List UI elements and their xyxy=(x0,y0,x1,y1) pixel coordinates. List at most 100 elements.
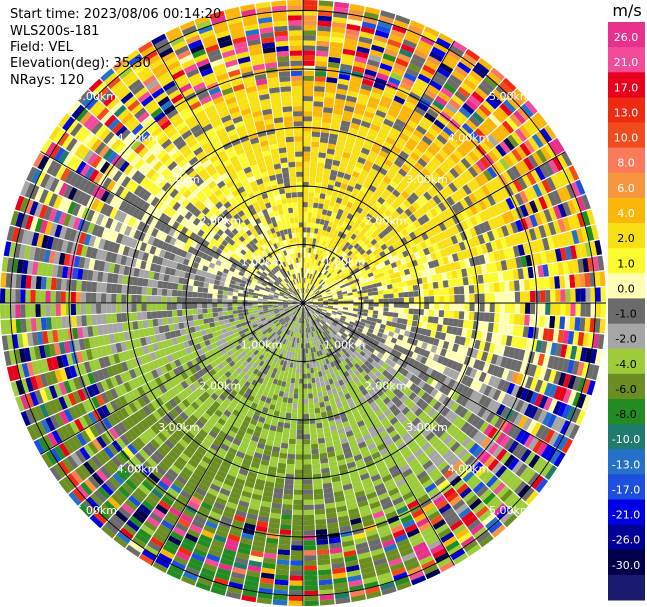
velocity-cell xyxy=(332,21,347,29)
velocity-cell xyxy=(503,137,515,151)
velocity-cell xyxy=(445,102,458,114)
velocity-cell xyxy=(303,494,314,500)
velocity-cell xyxy=(451,134,463,146)
velocity-cell xyxy=(390,29,405,39)
velocity-cell xyxy=(366,155,376,164)
velocity-cell xyxy=(421,214,430,223)
velocity-cell xyxy=(407,182,417,192)
velocity-cell xyxy=(312,305,318,307)
velocity-cell xyxy=(391,67,405,77)
velocity-cell xyxy=(566,183,576,199)
velocity-cell xyxy=(452,114,465,126)
velocity-cell xyxy=(357,232,364,239)
velocity-cell xyxy=(517,176,528,190)
velocity-cell xyxy=(310,274,314,280)
velocity-cell xyxy=(313,483,323,490)
velocity-cell xyxy=(441,325,448,333)
velocity-cell xyxy=(323,304,329,306)
velocity-cell xyxy=(352,275,359,281)
velocity-cell xyxy=(567,331,575,345)
velocity-cell xyxy=(315,218,321,224)
velocity-cell xyxy=(305,283,308,289)
velocity-cell xyxy=(438,149,449,160)
velocity-cell xyxy=(318,303,324,305)
velocity-cell xyxy=(478,284,485,293)
velocity-cell xyxy=(514,128,527,142)
velocity-cell xyxy=(353,278,360,283)
velocity-cell xyxy=(325,289,331,293)
velocity-cell xyxy=(436,66,451,78)
velocity-cell xyxy=(360,282,367,288)
velocity-cell xyxy=(331,118,342,125)
velocity-cell xyxy=(310,227,315,234)
velocity-cell xyxy=(304,293,307,299)
velocity-cell xyxy=(299,378,303,384)
velocity-cell xyxy=(434,303,440,310)
velocity-cell xyxy=(303,444,311,450)
velocity-cell xyxy=(367,291,374,296)
velocity-cell xyxy=(341,289,347,293)
velocity-cell xyxy=(399,109,411,119)
velocity-cell xyxy=(297,408,303,415)
velocity-cell xyxy=(362,217,370,225)
velocity-cell xyxy=(389,229,397,238)
velocity-cell xyxy=(397,53,411,63)
velocity-cell xyxy=(403,291,409,298)
velocity-cell xyxy=(313,478,322,485)
velocity-cell xyxy=(307,299,313,302)
velocity-cell xyxy=(412,210,422,220)
velocity-cell xyxy=(398,303,405,308)
velocity-cell xyxy=(387,312,394,317)
velocity-cell xyxy=(376,72,389,82)
velocity-cell xyxy=(363,205,371,213)
velocity-cell xyxy=(319,219,325,225)
velocity-cell xyxy=(357,311,363,316)
velocity-cell xyxy=(432,338,440,347)
velocity-cell xyxy=(464,337,471,347)
velocity-cell xyxy=(324,278,330,283)
velocity-cell xyxy=(388,193,398,202)
velocity-cell xyxy=(314,243,319,250)
velocity-cell xyxy=(322,178,329,185)
velocity-cell xyxy=(421,116,433,127)
velocity-cell xyxy=(377,196,386,205)
velocity-cell xyxy=(303,85,314,92)
velocity-cell xyxy=(288,600,303,606)
velocity-cell xyxy=(303,393,308,399)
velocity-cell xyxy=(313,367,318,373)
velocity-cell xyxy=(468,311,475,321)
velocity-cell xyxy=(350,233,357,240)
velocity-cell xyxy=(314,254,319,260)
velocity-cell xyxy=(321,282,327,287)
velocity-cell xyxy=(346,185,354,193)
velocity-cell xyxy=(398,168,408,177)
velocity-cell xyxy=(524,100,538,115)
velocity-cell xyxy=(513,280,520,291)
velocity-cell xyxy=(303,0,318,6)
velocity-cell xyxy=(533,226,542,240)
velocity-cell xyxy=(356,245,363,253)
velocity-cell xyxy=(328,305,334,308)
velocity-cell xyxy=(461,328,468,337)
velocity-cell xyxy=(503,248,511,260)
velocity-cell xyxy=(360,83,373,92)
velocity-cell xyxy=(467,320,474,330)
velocity-cell xyxy=(354,139,364,148)
velocity-cell xyxy=(326,77,338,84)
velocity-cell xyxy=(456,212,465,223)
velocity-cell xyxy=(514,193,524,206)
velocity-cell xyxy=(325,194,332,201)
velocity-cell xyxy=(315,529,328,535)
velocity-cell xyxy=(522,350,531,363)
velocity-cell xyxy=(308,403,315,409)
velocity-cell xyxy=(441,239,449,249)
velocity-cell xyxy=(375,322,381,328)
velocity-cell xyxy=(478,211,488,223)
velocity-cell xyxy=(495,333,503,345)
velocity-cell xyxy=(307,298,313,302)
velocity-cell xyxy=(483,341,491,352)
velocity-cell xyxy=(576,361,585,377)
velocity-cell xyxy=(521,174,532,188)
velocity-cell xyxy=(503,346,511,357)
velocity-cell xyxy=(490,333,498,344)
